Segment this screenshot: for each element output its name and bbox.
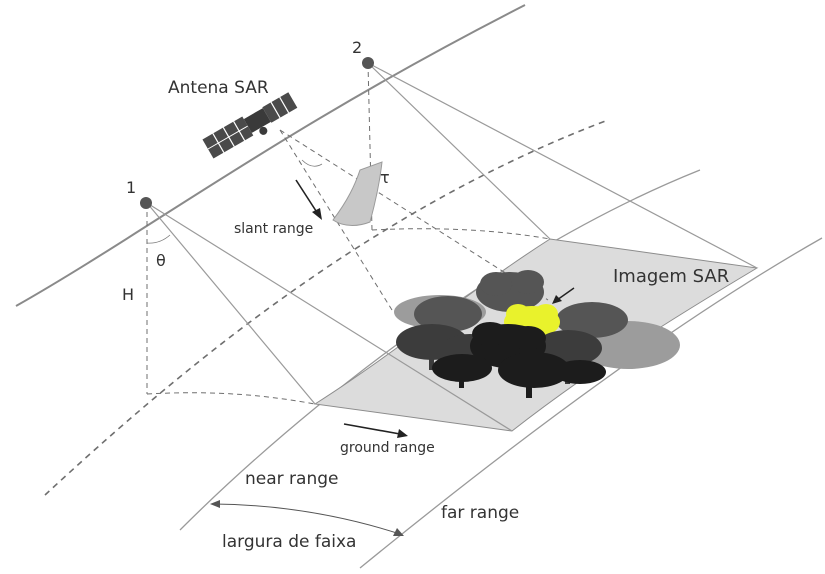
swath-width-arrowhead-right [393,528,404,536]
ground-range-arrowhead [397,429,408,438]
slant-range-arrow [295,179,319,215]
pulse-tau-arc [332,161,383,226]
slant-range-arrowhead [312,208,322,220]
beam-2-far [367,62,758,269]
antenna-label: Antena SAR [168,78,269,98]
satellite-icon [202,92,298,159]
far-range-label: far range [441,503,519,523]
antenna-beam-right [279,129,549,301]
incidence-arrow [556,287,575,301]
near-range-label: near range [245,469,338,489]
nadir-track-dashed [44,119,609,496]
beam-2-near [367,62,551,240]
nadir-near-dashed [146,392,316,405]
position-2-label: 2 [352,38,362,57]
position-1-marker [140,197,152,209]
swath-width-arrowhead-left [210,500,220,508]
ground-range-arrow [343,423,401,435]
swath-width-arrow [213,503,401,535]
beam-1-near [146,202,316,405]
height-label: H [122,285,134,304]
beam-angle-arc [301,159,323,167]
orbit-track [15,4,526,307]
theta-label: θ [156,251,166,270]
position-1-label: 1 [126,178,136,197]
slant-range-label: slant range [234,221,313,237]
beam-1-far [146,202,513,432]
tau-label: τ [380,168,390,187]
ground-range-label: ground range [340,440,435,456]
theta-arc [146,234,171,244]
position2-ground-dashed [371,228,551,240]
swath-width-label: largura de faixa [222,532,356,552]
tree-icon [396,270,628,398]
position-2-marker [362,57,374,69]
far-range-curve [359,237,823,569]
image-label: Imagem SAR [613,266,729,287]
incidence-arrowhead [552,295,562,304]
